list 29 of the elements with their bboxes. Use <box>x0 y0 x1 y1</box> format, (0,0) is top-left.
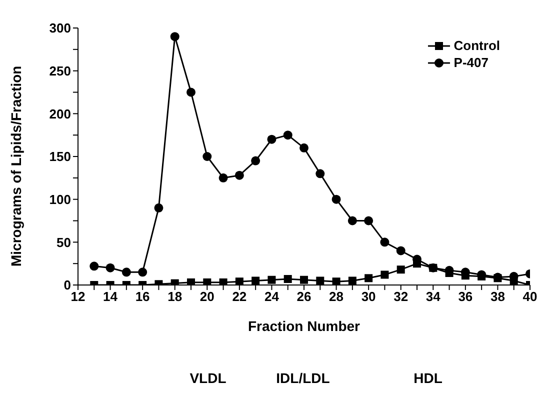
x-tick-label: 38 <box>490 289 505 304</box>
x-tick-label: 34 <box>426 289 442 304</box>
x-tick-label: 30 <box>361 289 376 304</box>
text: HDL <box>414 370 442 386</box>
y-tick-label: 200 <box>49 106 71 122</box>
legend-label: Control <box>454 38 500 53</box>
y-tick-label: 0 <box>64 278 71 293</box>
x-tick-label: 14 <box>103 289 118 304</box>
y-tick-label: 150 <box>49 149 71 164</box>
y-tick-label: 250 <box>49 63 71 78</box>
x-tick-label: 36 <box>458 289 473 304</box>
x-axis-title: Fraction Number <box>248 318 361 334</box>
x-tick-label: 20 <box>200 289 214 304</box>
x-tick-label: 26 <box>296 289 312 304</box>
x-tick-label: 12 <box>70 289 86 304</box>
y-tick-label: 100 <box>49 192 71 207</box>
legend-label: P-407 <box>454 55 488 70</box>
x-tick-label: 18 <box>168 289 182 304</box>
y-tick-label: 50 <box>56 234 71 250</box>
text: IDL/LDL <box>276 370 330 386</box>
x-tick-label: 24 <box>264 289 280 304</box>
y-tick-label: 300 <box>49 20 71 36</box>
x-tick-label: 28 <box>329 289 344 304</box>
x-tick-label: 32 <box>394 289 408 304</box>
x-tick-label: 22 <box>232 289 247 304</box>
text: VLDL <box>190 370 226 386</box>
y-axis-title: Micrograms of Lipids/Fraction <box>8 66 24 266</box>
x-tick-label: 40 <box>522 289 538 304</box>
x-tick-label: 16 <box>135 289 150 304</box>
